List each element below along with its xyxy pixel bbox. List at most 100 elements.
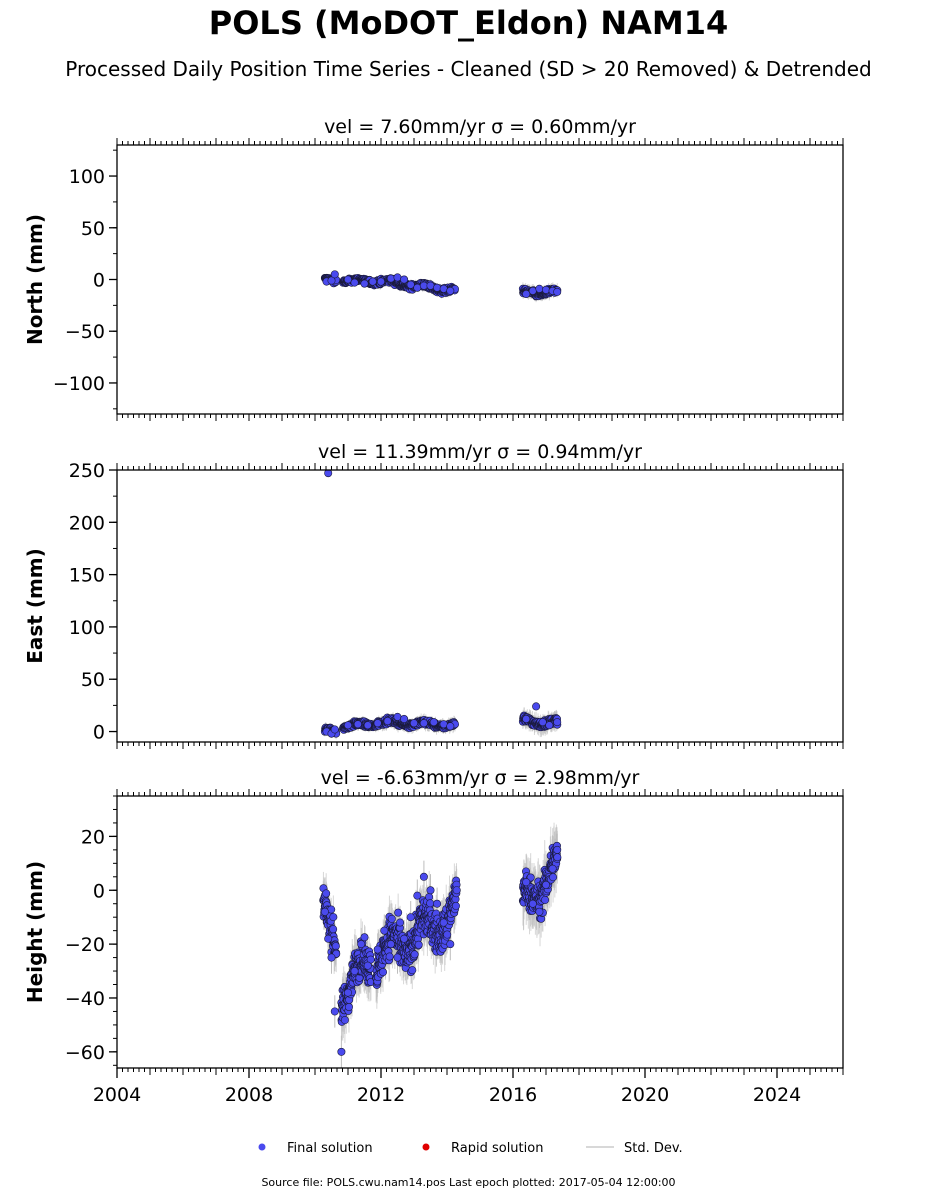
x-tick-label: 2024 [753,1084,801,1106]
final-point [330,1007,339,1016]
final-point [393,273,402,282]
final-point [429,718,438,727]
final-point [541,895,550,904]
final-points-east [320,470,562,738]
final-point [400,275,409,284]
y-axis-label-east: East (mm) [23,548,47,664]
final-point [320,907,329,916]
y-tick-label: 50 [81,218,105,240]
final-point [535,907,544,916]
y-tick-label: 100 [69,617,105,639]
final-point [409,719,418,728]
final-point [439,720,448,729]
final-point [386,274,395,283]
final-point [419,719,428,728]
final-point [446,940,455,949]
final-point [452,886,461,895]
final-point [344,1002,353,1011]
y-axis-label-height: Height (mm) [23,861,47,1003]
x-tick-label: 2008 [225,1084,273,1106]
y-tick-label: 0 [93,270,105,292]
final-point [541,880,550,889]
final-point [553,287,562,296]
y-axis-label-north: North (mm) [23,214,47,345]
final-point [327,276,336,285]
panel-title-north: vel = 7.60mm/yr σ = 0.60mm/yr [324,116,636,138]
final-point [383,717,392,726]
page-subtitle: Processed Daily Position Time Series - C… [65,57,872,81]
final-point [324,470,333,478]
x-tick-label: 2016 [489,1084,537,1106]
final-point [329,913,338,922]
final-point [327,953,336,962]
final-point [549,873,558,882]
final-point [545,721,554,730]
plot-frame-height [116,795,844,1069]
final-point [446,722,455,731]
plot-frame-north [116,144,844,415]
final-point [343,721,352,730]
final-point [322,889,331,898]
y-tick-label: −60 [65,1042,105,1064]
final-point [393,712,402,721]
legend-label: Rapid solution [451,1141,543,1156]
final-point [393,953,402,962]
data-layer-height [319,822,562,1068]
final-point [360,933,369,942]
y-tick-label: 100 [69,166,105,188]
source-footer: Source file: POLS.cwu.nam14.pos Last epo… [261,1176,676,1189]
plot-frame-east [116,469,844,743]
final-point [419,872,428,881]
x-tick-label: 2004 [93,1084,141,1106]
final-point [406,913,415,922]
y-tick-label: 20 [81,826,105,848]
final-point [553,853,562,862]
final-point [379,968,388,977]
final-point [426,281,435,290]
final-point [331,942,340,951]
final-point [532,702,541,711]
final-point [522,714,531,723]
page-title: POLS (MoDOT_Eldon) NAM14 [208,4,729,42]
legend-label: Std. Dev. [624,1141,683,1156]
final-point [541,285,550,294]
final-point [408,966,417,975]
y-tick-label: −20 [65,934,105,956]
panel-east: vel = 11.39mm/yr σ = 0.94mm/yr 250 200 150 1… [23,441,844,749]
final-point [350,278,359,287]
final-point [380,926,389,935]
y-tick-label: −40 [65,988,105,1010]
y-tick-label: 0 [93,880,105,902]
final-point [324,934,333,943]
y-tick-label: −100 [53,373,105,395]
final-point [548,864,557,873]
final-point [426,899,435,908]
final-point [387,914,396,923]
final-point [343,275,352,284]
y-tick-label: 50 [81,669,105,691]
final-point [400,714,409,723]
final-point [446,286,455,295]
y-tick-label: −50 [65,321,105,343]
y-tick-label: 150 [69,565,105,587]
final-point [400,934,409,943]
final-point [330,270,339,279]
legend: Final solution Rapid solution Std. Dev. [258,1141,683,1156]
final-point [410,950,419,959]
x-tick-label: 2012 [357,1084,405,1106]
final-point [535,284,544,293]
final-point [419,281,428,290]
final-point [340,1016,349,1025]
final-point [396,918,405,927]
final-point [329,925,338,934]
panel-height: vel = -6.63mm/yr σ = 2.98mm/yr 20 0 −20 −40 −… [23,767,844,1106]
final-points-height [319,841,562,1056]
final-point [439,284,448,293]
final-point [363,961,372,970]
final-point [413,283,422,292]
legend-label: Final solution [287,1141,373,1156]
final-point [368,277,377,286]
y-tick-label: 200 [69,512,105,534]
final-point [522,289,531,298]
